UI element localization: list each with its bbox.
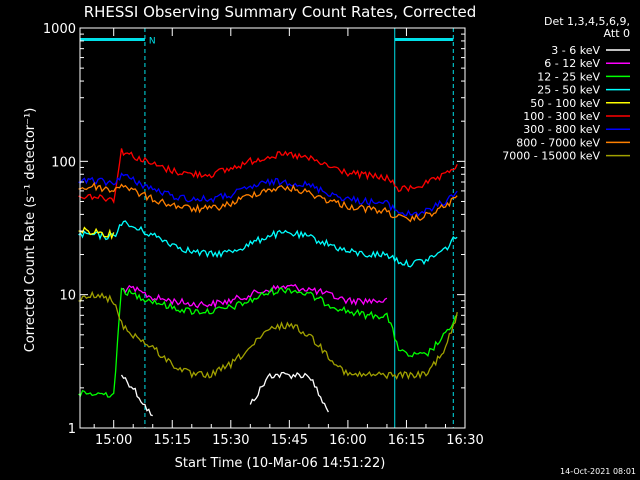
- x-axis-label: Start Time (10-Mar-06 14:51:22): [175, 456, 386, 471]
- legend-label-4: 50 - 100 keV: [530, 97, 600, 110]
- x-tick-label-2: 15:30: [212, 433, 249, 448]
- x-tick-label-4: 16:00: [329, 433, 366, 448]
- legend-label-5: 100 - 300 keV: [523, 110, 600, 123]
- attenuator-label: Att 0: [604, 27, 630, 40]
- x-tick-label-5: 16:15: [388, 433, 425, 448]
- series-line-3: [78, 220, 458, 268]
- legend-label-3: 25 - 50 keV: [537, 84, 600, 97]
- legend-label-1: 6 - 12 keV: [544, 57, 600, 70]
- series-line-6: [78, 172, 458, 217]
- y-tick-label-0: 1: [68, 422, 76, 437]
- detectors-label: Det 1,3,4,5,6,9,: [544, 15, 630, 28]
- axes: 15:00 15:15 15:30 15:45 16:00 16:15 16:30 1 10 10…: [43, 22, 484, 448]
- series-line-1: [121, 283, 388, 309]
- series-line-7: [78, 181, 458, 223]
- x-tick-label-6: 16:30: [446, 433, 483, 448]
- chart-title: RHESSI Observing Summary Count Rates, Co…: [84, 3, 477, 21]
- y-tick-label-3: 1000: [43, 22, 76, 37]
- x-tick-label-0: 15:00: [95, 433, 132, 448]
- series-line-8: [78, 290, 458, 380]
- y-tick-label-1: 10: [59, 289, 76, 304]
- legend-label-8: 7000 - 15000 keV: [502, 150, 600, 163]
- x-tick-label-1: 15:15: [154, 433, 191, 448]
- legend-label-6: 300 - 800 keV: [523, 123, 600, 136]
- annotation-n: N: [149, 36, 156, 46]
- plot-frame: [79, 27, 466, 429]
- y-tick-label-2: 100: [51, 155, 76, 170]
- legend-label-7: 800 - 7000 keV: [516, 136, 600, 149]
- series-line-0: [120, 371, 329, 417]
- y-axis-label: Corrected Count Rate (s⁻¹ detector⁻¹): [23, 108, 38, 353]
- legend-label-0: 3 - 6 keV: [551, 44, 600, 57]
- legend-label-2: 12 - 25 keV: [537, 70, 600, 83]
- series-line-2: [78, 286, 458, 398]
- x-tick-label-3: 15:45: [271, 433, 308, 448]
- timestamp: 14-Oct-2021 08:01: [560, 467, 636, 476]
- series-line-5: [78, 148, 458, 204]
- plot-area: N: [79, 28, 458, 428]
